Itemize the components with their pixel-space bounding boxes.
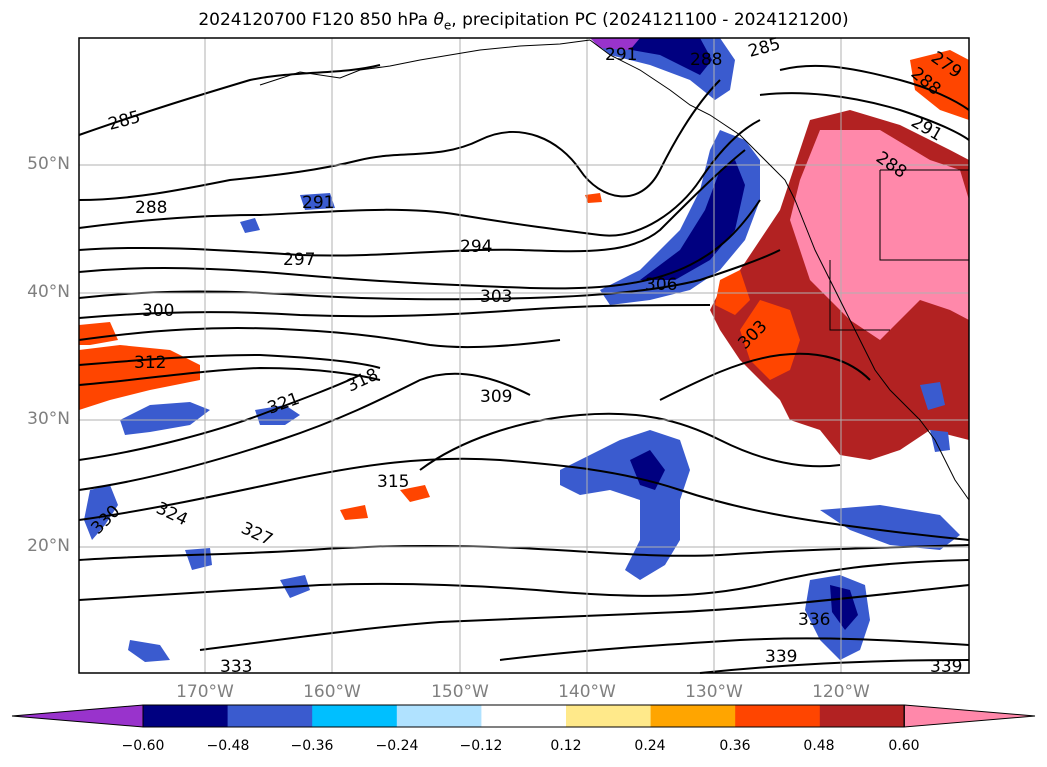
colorbar-tick-label: −0.24: [375, 738, 419, 754]
contour-label: 288: [690, 50, 722, 70]
contour-label: 303: [480, 287, 512, 307]
lon-label: 170°W: [176, 682, 234, 702]
coastlines: [259, 39, 970, 501]
contour-label-layer: 285 288 291 294 297 300 303 306 309 312 …: [87, 34, 965, 677]
colorbar-border: [142, 704, 905, 728]
colorbar-tick-label: 0.60: [888, 738, 920, 754]
contour-label: 306: [645, 275, 677, 295]
colorbar-tick-label: 0.24: [634, 738, 666, 754]
contour-label: 339: [765, 647, 797, 667]
lon-label: 130°W: [685, 682, 743, 702]
colorbar-tick-label: 0.48: [803, 738, 835, 754]
contour-label: 294: [460, 237, 492, 257]
colorbar-cell: [312, 705, 398, 727]
colorbar-cell: [735, 705, 821, 727]
contour-label: 297: [283, 250, 315, 270]
lat-label: 30°N: [27, 409, 70, 429]
colorbar-tick-label: 0.12: [550, 738, 582, 754]
colorbar-tick-label: −0.48: [206, 738, 250, 754]
lat-label: 50°N: [27, 154, 70, 174]
contour-label: 291: [302, 193, 334, 213]
colorbar-extend-low: [11, 704, 144, 728]
colorbar-cell: [227, 705, 313, 727]
colorbar-cell: [819, 705, 905, 727]
colorbar-tick-label: 0.36: [719, 738, 751, 754]
colorbar-cell: [650, 705, 736, 727]
lat-label: 20°N: [27, 536, 70, 556]
colorbar-tick-label: −0.12: [459, 738, 503, 754]
contour-label: 315: [377, 472, 409, 492]
contour-label: 291: [605, 45, 637, 65]
lon-label: 150°W: [431, 682, 489, 702]
colorbar: [11, 704, 1036, 728]
lat-label: 40°N: [27, 282, 70, 302]
colorbar-cell: [396, 705, 482, 727]
colorbar-tick-label: −0.36: [290, 738, 334, 754]
contour-label: 336: [798, 610, 830, 630]
colorbar-cells: [11, 704, 1036, 728]
map-border: [78, 37, 970, 674]
contour-label: 300: [142, 301, 174, 321]
colorbar-cell: [481, 705, 567, 727]
lon-label: 120°W: [812, 682, 870, 702]
colorbar-extend-high: [903, 704, 1036, 728]
colorbar-tick-label: −0.60: [121, 738, 165, 754]
contour-label: 288: [135, 198, 167, 218]
contour-label: 333: [220, 657, 252, 677]
contour-label: 309: [480, 387, 512, 407]
theta-e-contours: [78, 64, 970, 674]
contour-label: 312: [134, 353, 166, 373]
contour-label: 339: [930, 657, 962, 677]
lon-label: 160°W: [303, 682, 361, 702]
colorbar-cell: [143, 705, 229, 727]
colorbar-cell: [566, 705, 652, 727]
lon-label: 140°W: [558, 682, 616, 702]
figure-title: 2024120700 F120 850 hPa θe, precipitatio…: [198, 10, 849, 33]
graticule: [79, 38, 969, 673]
